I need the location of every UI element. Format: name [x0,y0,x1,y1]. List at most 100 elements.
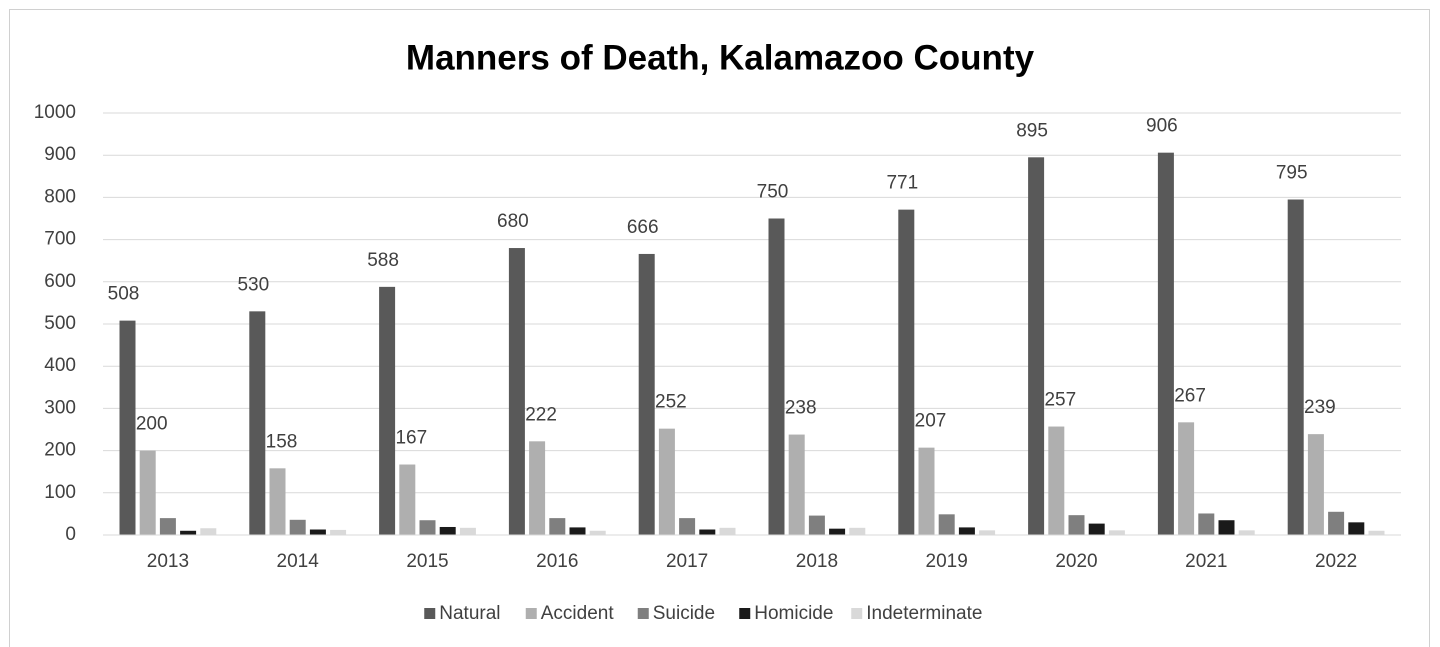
data-label: 750 [757,182,789,203]
bar [1238,530,1255,535]
y-tick-label: 600 [44,271,76,292]
x-tick-label: 2019 [926,551,968,572]
bar [379,286,396,535]
bar [459,527,476,535]
legend-label: Suicide [653,603,715,624]
legend-swatch [424,608,436,619]
bar [1178,422,1195,535]
data-label: 200 [136,414,168,435]
data-label: 666 [627,217,659,238]
data-label: 238 [785,398,817,419]
legend-swatch [525,608,537,619]
bar [938,514,955,535]
y-tick-label: 1000 [34,102,76,123]
bar [1068,515,1085,535]
x-tick-label: 2014 [277,551,320,572]
y-tick-label: 500 [44,313,76,334]
bar [658,428,675,535]
x-tick-label: 2013 [147,551,189,572]
x-tick-label: 2022 [1315,551,1357,572]
x-tick-label: 2021 [1185,551,1227,572]
bar [1218,520,1235,535]
bar [1198,513,1215,535]
bar [1108,530,1125,535]
bar [508,248,525,536]
bar [958,527,975,535]
bar [918,447,935,535]
bar [1368,530,1385,535]
chart-title: Manners of Death, Kalamazoo County [406,38,1035,77]
bar [898,209,915,535]
data-label: 508 [108,284,140,305]
bar [679,518,696,535]
bar [200,528,217,535]
data-label: 252 [655,392,687,413]
y-tick-label: 300 [44,397,76,418]
bar [1088,523,1105,535]
bar [269,468,286,535]
bar [638,253,655,535]
bar [1157,152,1174,535]
legend-label: Accident [541,603,615,624]
bar [439,526,456,535]
x-tick-label: 2015 [406,551,448,572]
bar [1348,522,1365,535]
y-tick-label: 400 [44,355,76,376]
bar [529,441,546,535]
bar [1307,434,1324,535]
bar [808,515,825,535]
bar [180,530,197,535]
x-tick-label: 2020 [1055,551,1097,572]
data-label: 530 [237,274,269,295]
bar [309,529,326,535]
bar [589,530,606,535]
bar [768,218,785,535]
bar [569,527,586,535]
bar [159,518,176,535]
legend-label: Natural [439,603,500,624]
bar [1287,199,1304,535]
data-label: 895 [1016,120,1048,141]
data-label: 222 [525,404,557,425]
data-label: 167 [395,428,427,449]
bar [979,530,996,535]
data-label: 795 [1276,163,1308,184]
y-tick-label: 700 [44,229,76,250]
bar [1028,157,1045,535]
y-tick-label: 100 [44,482,76,503]
bar [419,520,436,535]
legend-swatch [739,608,751,619]
y-tick-label: 0 [65,524,76,545]
legend-label: Homicide [754,603,833,624]
x-tick-label: 2018 [796,551,838,572]
data-label: 158 [266,431,298,452]
bar [1048,426,1065,535]
y-tick-label: 200 [44,440,76,461]
data-label: 906 [1146,116,1178,137]
bar [139,450,156,535]
data-label: 680 [497,211,529,232]
bar [788,434,805,535]
bar [1328,511,1345,535]
data-label: 588 [367,250,399,271]
legend-swatch [637,608,649,619]
data-label: 771 [886,173,918,194]
bar [399,464,416,535]
data-label: 239 [1304,397,1336,418]
x-tick-label: 2016 [536,551,578,572]
bar [719,527,736,535]
chart-border [9,9,1430,647]
bar [699,529,716,535]
bar [549,518,566,535]
bar [119,320,136,535]
bar [849,527,866,535]
bar [829,528,846,535]
legend-swatch [851,608,863,619]
legend-label: Indeterminate [866,603,982,624]
bar [289,519,306,535]
data-label: 207 [915,411,947,432]
x-tick-label: 2017 [666,551,708,572]
y-tick-label: 900 [44,144,76,165]
